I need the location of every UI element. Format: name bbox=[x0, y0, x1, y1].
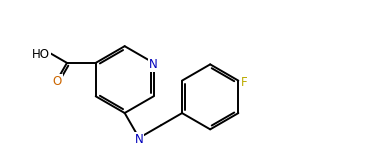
Text: F: F bbox=[240, 76, 247, 89]
Text: HO: HO bbox=[32, 48, 50, 61]
Text: N: N bbox=[149, 58, 158, 71]
Text: O: O bbox=[53, 75, 62, 88]
Text: N: N bbox=[135, 133, 144, 146]
